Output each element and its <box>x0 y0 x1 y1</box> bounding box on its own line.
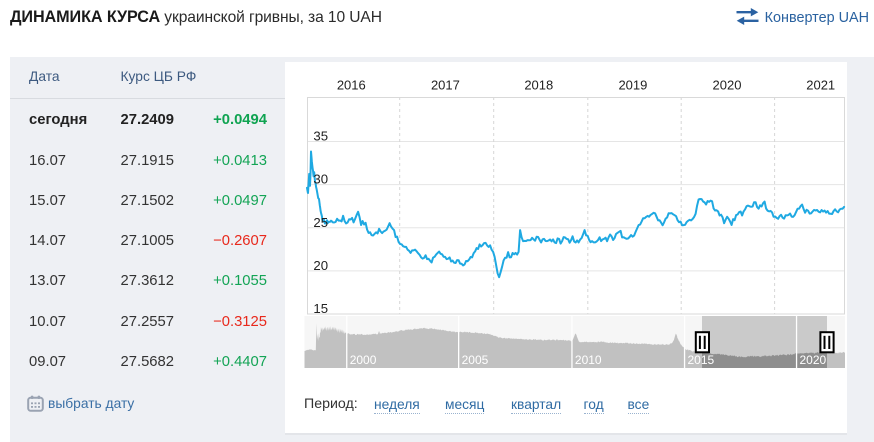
svg-text:2015: 2015 <box>688 353 715 367</box>
svg-text:20: 20 <box>313 258 328 273</box>
svg-text:2017: 2017 <box>431 78 460 93</box>
svg-text:2020: 2020 <box>713 78 742 93</box>
svg-text:25: 25 <box>313 215 328 230</box>
svg-text:2021: 2021 <box>806 78 835 93</box>
svg-text:2000: 2000 <box>350 353 377 367</box>
svg-text:15: 15 <box>313 301 328 316</box>
svg-text:2019: 2019 <box>618 78 647 93</box>
svg-text:2010: 2010 <box>575 353 602 367</box>
svg-text:2020: 2020 <box>800 353 827 367</box>
svg-text:2016: 2016 <box>337 78 366 93</box>
svg-text:30: 30 <box>313 172 328 187</box>
svg-text:2018: 2018 <box>524 78 553 93</box>
svg-text:35: 35 <box>313 129 328 144</box>
svg-text:2005: 2005 <box>462 353 489 367</box>
